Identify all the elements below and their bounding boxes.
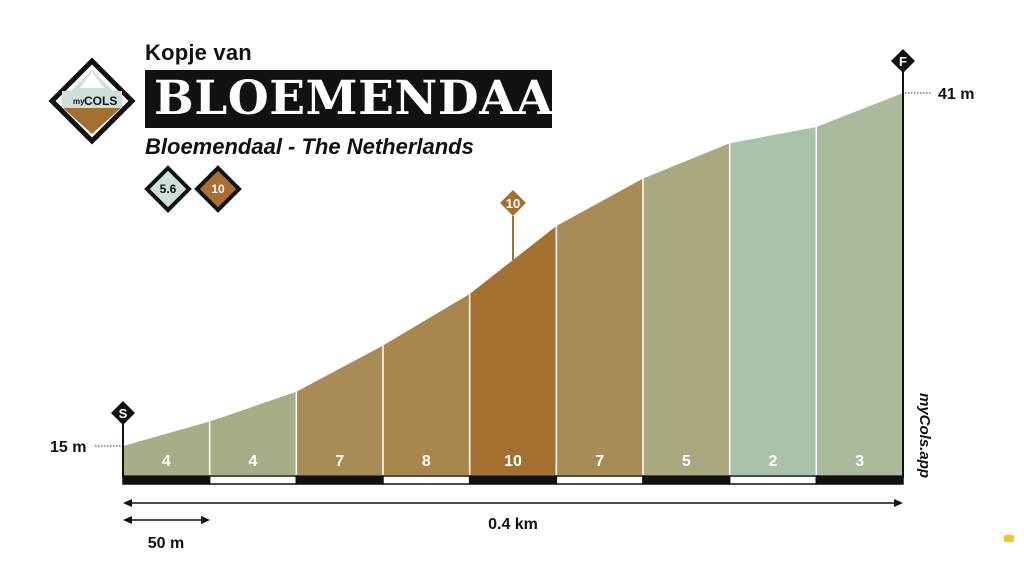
scale-arrow: 50 m [123, 516, 210, 552]
gradient-label: 4 [162, 453, 171, 470]
gradient-label: 8 [422, 453, 431, 470]
logo-band [62, 91, 122, 108]
logo-text-small: my [73, 97, 85, 106]
finish-marker-label: F [899, 54, 907, 69]
profile-segment [296, 345, 383, 475]
profile-segment [209, 391, 297, 475]
start-altitude-label: 15 m [50, 439, 86, 456]
gradient-label: 3 [855, 453, 864, 470]
scale-bar-segment [122, 475, 211, 485]
max-gradient-marker-label: 10 [506, 196, 520, 211]
distance-scale-bar [122, 475, 904, 485]
finish-altitude-label: 41 m [938, 86, 974, 103]
scale-bar-segment [728, 475, 818, 485]
logo-text-big: COLS [84, 94, 117, 108]
max-gradient-marker: 10 [500, 189, 526, 260]
start-marker: S [111, 401, 135, 425]
profile-segment [383, 293, 470, 475]
gradient-label: 7 [595, 453, 604, 470]
profile-segment [816, 93, 903, 475]
climb-location: Bloemendaal - The Netherlands [145, 134, 474, 159]
profile-segments [123, 93, 903, 476]
scale-bar-segment [208, 475, 298, 485]
finish-marker: F [891, 49, 915, 73]
profile-dividers [208, 126, 818, 475]
gradient-label: 2 [769, 453, 778, 470]
gradient-label: 7 [335, 453, 344, 470]
scale-bar-segment [642, 475, 731, 485]
profile-segment [729, 126, 817, 475]
total-distance-arrow: 0.4 km [123, 499, 903, 533]
profile-segment [556, 178, 643, 476]
corner-mark [1004, 535, 1014, 542]
average-gradient-badge: 5.6 [144, 165, 192, 213]
average-gradient-value: 5.6 [160, 182, 177, 196]
gradient-labels: 4 4 7 8 10 7 5 2 3 [162, 453, 864, 470]
start-marker-label: S [119, 406, 128, 421]
scale-bar-segment [815, 475, 904, 485]
logo-ground [61, 106, 123, 134]
gradient-label: 5 [682, 453, 691, 470]
scale-bar-segment [468, 475, 558, 485]
climb-pre-title: Kopje van [145, 40, 252, 65]
total-distance-label: 0.4 km [488, 516, 538, 533]
mycols-logo: my COLS [48, 57, 136, 145]
profile-segment [643, 143, 730, 475]
profile-segment [123, 421, 210, 475]
scale-bar-segment [295, 475, 384, 485]
gradient-label: 4 [249, 453, 258, 470]
scale-bar-segment [382, 475, 471, 485]
scale-label: 50 m [148, 535, 184, 552]
scale-bar-segment [555, 475, 644, 485]
watermark: myCols.app [916, 393, 933, 478]
climb-title: BLOEMENDAAL [145, 70, 552, 128]
max-gradient-value: 10 [211, 182, 225, 196]
logo-peak [80, 72, 104, 88]
profile-segment [469, 226, 557, 475]
gradient-label: 10 [504, 453, 522, 470]
max-gradient-badge: 10 [194, 165, 242, 213]
